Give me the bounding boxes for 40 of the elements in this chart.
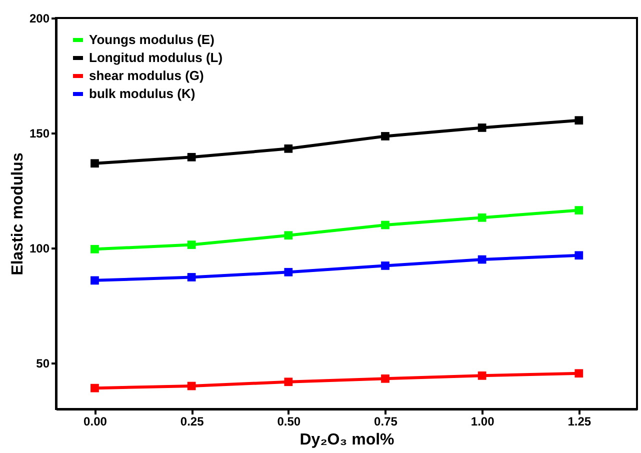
x-tick-label: 0.25 [180, 414, 204, 428]
point [187, 273, 196, 282]
point [90, 276, 99, 285]
point [478, 213, 486, 222]
point [574, 251, 584, 260]
y-tick-label: 50 [36, 356, 50, 370]
y-tick-label: 150 [29, 126, 50, 140]
point [187, 382, 196, 390]
point [478, 371, 486, 380]
x-tick-label: 1.00 [470, 414, 495, 428]
point [187, 152, 196, 162]
point [478, 124, 486, 132]
legend-label: Youngs modulus (E) [89, 32, 214, 47]
point [381, 132, 390, 140]
y-tick-label: 200 [29, 12, 50, 26]
point [187, 240, 196, 249]
x-axis-title: Dy₂O₃ mol% [300, 432, 394, 448]
point [478, 255, 486, 264]
point [284, 231, 293, 240]
point [90, 244, 99, 254]
point [284, 268, 293, 276]
point [90, 159, 99, 168]
point [574, 206, 584, 214]
x-tick-label: 0.00 [84, 414, 108, 428]
x-tick-label: 1.25 [568, 414, 592, 428]
point [574, 369, 584, 378]
x-tick-label: 0.50 [277, 414, 301, 428]
point [574, 116, 584, 125]
legend-label: bulk modulus (K) [89, 86, 196, 101]
point [381, 262, 390, 270]
point [381, 374, 390, 383]
point [90, 384, 99, 392]
point [381, 220, 390, 230]
point [284, 378, 293, 386]
legend-label: Longitud modulus (L) [89, 50, 223, 65]
x-tick-label: 0.75 [374, 414, 398, 428]
point [284, 144, 293, 153]
y-axis-title: Elastic modulus [9, 152, 26, 276]
legend-label: shear modulus (G) [89, 68, 204, 83]
y-tick-label: 100 [29, 242, 50, 256]
